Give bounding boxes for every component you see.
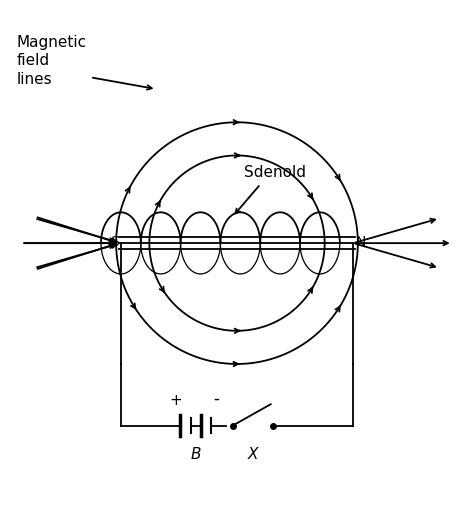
Text: B: B [191, 447, 201, 462]
Text: N: N [356, 235, 366, 249]
Text: Sdenold: Sdenold [244, 165, 306, 180]
Text: X: X [247, 447, 258, 462]
Text: S: S [110, 235, 118, 249]
Text: -: - [213, 390, 219, 408]
Text: +: + [169, 393, 182, 408]
Text: Magnetic
field
lines: Magnetic field lines [17, 35, 87, 87]
